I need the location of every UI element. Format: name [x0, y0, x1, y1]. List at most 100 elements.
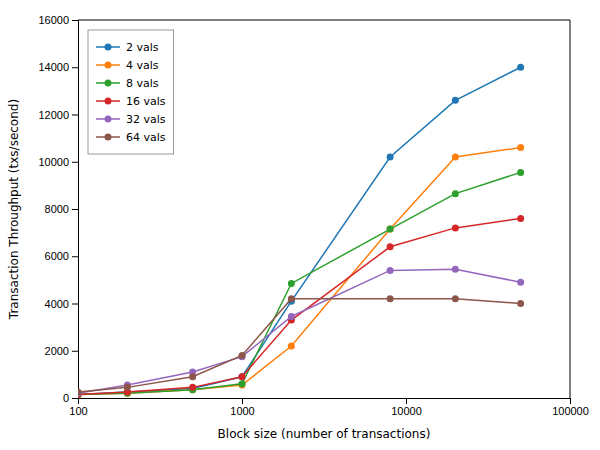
x-axis-tick-label: 100000 [552, 405, 589, 417]
y-axis-tick-mark [72, 209, 78, 210]
legend-label: 32 vals [126, 113, 166, 126]
legend-item: 32 vals [96, 113, 166, 126]
series-group [78, 64, 524, 398]
data-point [288, 343, 295, 350]
y-axis-tick-mark [72, 67, 78, 68]
legend-label: 64 vals [126, 131, 166, 144]
frame [78, 20, 570, 21]
data-point [517, 215, 524, 222]
x-axis: 100 1000 10000 100000 [69, 398, 589, 417]
data-point [452, 295, 459, 302]
legend-item: 8 vals [96, 77, 159, 90]
series [78, 169, 524, 398]
x-axis-title: Block size (number of transactions) [218, 427, 431, 441]
legend-marker [105, 62, 112, 69]
series [78, 266, 524, 397]
legend-marker [105, 44, 112, 51]
data-point [452, 97, 459, 104]
y-axis-tick-mark [72, 398, 78, 399]
plot: 100 1000 10000 1000000 2000 4000 6000 8000 10000… [38, 14, 588, 417]
x-axis-tick: 1000 [230, 398, 254, 417]
data-point [387, 295, 394, 302]
y-axis-tick-label: 16000 [38, 14, 69, 26]
y-axis-tick-label: 6000 [45, 250, 69, 262]
data-point [452, 190, 459, 197]
x-axis-line [79, 399, 571, 405]
data-point [517, 279, 524, 286]
data-point [239, 373, 246, 380]
data-point [517, 144, 524, 151]
data-point [517, 169, 524, 176]
series [78, 64, 524, 398]
legend-frame [88, 30, 174, 154]
y-axis: 0200040006000800010000120001400016000 [38, 14, 78, 404]
series [78, 144, 524, 398]
y-axis-tick: 8000 [45, 203, 78, 215]
data-point [288, 295, 295, 302]
legend-marker [105, 134, 112, 141]
y-axis-title: Transaction Throughput (txs/second) [7, 99, 21, 320]
frame [570, 20, 571, 398]
y-axis-tick-label: 14000 [38, 61, 69, 73]
data-point [189, 384, 196, 391]
chart: 100 1000 10000 1000000 2000 4000 6000 8000 10000… [0, 0, 600, 450]
y-axis-tick-label: 4000 [45, 298, 69, 310]
data-point [387, 243, 394, 250]
legend-label: 16 vals [126, 95, 166, 108]
y-axis-tick: 2000 [45, 345, 78, 357]
x-axis-tick-label: 10000 [391, 405, 422, 417]
y-axis-tick-label: 0 [63, 392, 69, 404]
y-axis-tick-mark [72, 115, 78, 116]
y-axis-tick-mark [72, 351, 78, 352]
legend-marker [105, 80, 112, 87]
y-axis-tick: 16000 [38, 14, 78, 26]
data-point [239, 352, 246, 359]
data-point [239, 380, 246, 387]
legend-marker [105, 116, 112, 123]
data-point [452, 224, 459, 231]
y-axis-tick-mark [72, 20, 78, 21]
y-axis-tick-mark [72, 256, 78, 257]
data-point [387, 267, 394, 274]
legend-item: 4 vals [96, 59, 159, 72]
data-point [288, 280, 295, 287]
legend: 2 vals 4 vals 8 vals 16 vals 32 vals 64 vals [88, 30, 174, 154]
data-point [288, 313, 295, 320]
series-line [78, 172, 521, 394]
data-point [387, 154, 394, 161]
data-point [239, 373, 246, 380]
y-axis-tick-mark [72, 162, 78, 163]
data-point [387, 226, 394, 233]
y-axis-tick-mark [72, 304, 78, 305]
series-line [78, 218, 521, 394]
y-axis-tick-label: 2000 [45, 345, 69, 357]
y-axis-tick-label: 8000 [45, 203, 69, 215]
x-axis-tick: 10000 [391, 398, 422, 417]
y-axis-tick-label: 12000 [38, 109, 69, 121]
legend-label: 4 vals [126, 59, 159, 72]
legend-item: 2 vals [96, 41, 159, 54]
x-axis-tick-mark [406, 398, 407, 404]
y-axis-tick: 12000 [38, 109, 78, 121]
x-axis-tick-label: 1000 [230, 405, 254, 417]
y-axis-line [72, 21, 79, 399]
legend-marker [105, 98, 112, 105]
legend-label: 2 vals [126, 41, 159, 54]
data-point [124, 384, 131, 391]
series-line [78, 67, 521, 394]
series [78, 295, 524, 395]
data-point [517, 300, 524, 307]
x-axis-tick-mark [570, 398, 571, 404]
y-axis-tick: 0 [63, 392, 78, 404]
data-point [189, 373, 196, 380]
data-point [78, 389, 82, 396]
x-axis-tick: 100 [69, 398, 87, 417]
data-point [387, 226, 394, 233]
series-line [78, 148, 521, 395]
data-point [452, 154, 459, 161]
y-axis-tick: 4000 [45, 298, 78, 310]
data-point [452, 266, 459, 273]
y-axis-tick: 6000 [45, 250, 78, 262]
x-axis-tick: 100000 [552, 398, 589, 417]
series-line [78, 269, 521, 393]
